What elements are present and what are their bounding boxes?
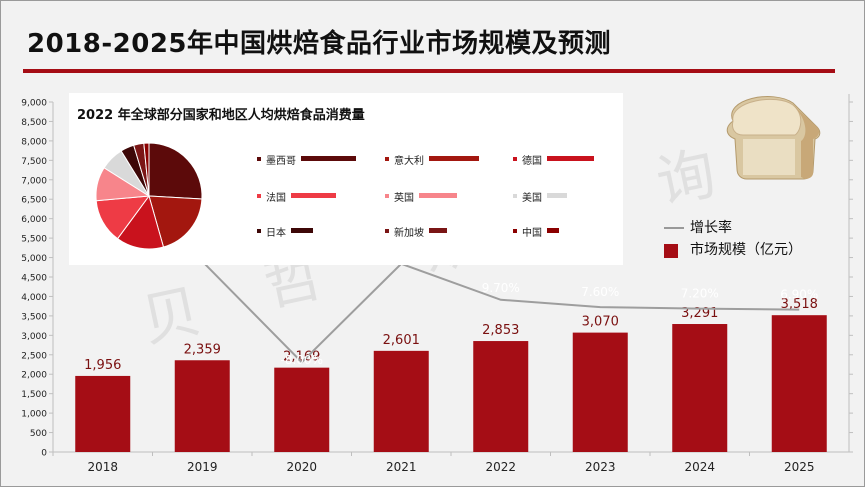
pie-legend-bar [419,193,457,198]
y-tick-label: 6,500 [21,196,47,206]
pie-legend-swatch [513,194,517,198]
pie-legend-bar [547,193,567,198]
y-tick-label: 2,500 [21,351,47,361]
pie-slice-中国 [143,142,150,197]
pie-legend-label: 新加坡 [394,228,424,239]
bar-2018 [75,375,131,452]
pie-legend-swatch [513,229,517,233]
bar-2020 [274,367,330,452]
y-tick-label: 3,000 [21,332,47,342]
pie-legend-label: 意大利 [394,156,424,167]
bar-2021 [373,350,429,452]
y-tick-label: 500 [30,429,47,439]
pie-legend-bar [429,156,479,161]
bar-value-label: 3,291 [681,306,718,321]
y-tick-label: 2,000 [21,371,47,381]
bar-2024 [672,324,728,452]
pie-legend-swatch [257,194,261,198]
pie-legend-swatch [513,157,517,161]
y-tick-label: 7,500 [21,157,47,167]
x-tick-label: 2023 [585,460,616,474]
y-tick-label: 0 [41,449,47,459]
bar-2023 [572,332,628,452]
pie-slice-意大利 [148,195,203,248]
y-tick-label: 7,000 [21,176,47,186]
bar-2019 [174,360,230,452]
pie-legend-swatch [385,194,389,198]
pie-legend-bar [291,228,313,233]
y-tick-label: 6,000 [21,215,47,225]
pie-legend-swatch [385,229,389,233]
y-tick-label: 8,000 [21,137,47,147]
bar-value-label: 2,601 [383,333,420,348]
pie-legend-item: 美国 [513,190,623,204]
x-tick-label: 2020 [286,460,317,474]
title-underline [23,69,835,73]
bread-icon [726,96,821,180]
pie-legend-bar [547,228,559,233]
pie-chart [95,142,203,250]
pie-slice-墨西哥 [148,142,203,200]
legend-swatch-bar [664,244,678,258]
pie-legend-label: 德国 [522,156,542,167]
pie-legend-item: 墨西哥 [257,153,367,167]
y-tick-label: 5,500 [21,235,47,245]
growth-rate-label: 9.70% [482,281,520,295]
y-tick-label: 9,000 [21,99,47,109]
pie-legend-label: 墨西哥 [266,156,296,167]
y-tick-label: 1,500 [21,390,47,400]
pie-legend-item: 意大利 [385,153,495,167]
pie-chart-panel: 2022 年全球部分国家和地区人均烘焙食品消费量 墨西哥 意大利 德国法国 英国 美国日… [69,93,623,265]
bar-value-label: 2,359 [184,342,221,357]
pie-legend-label: 日本 [266,228,286,239]
legend-swatch-line [664,227,684,229]
y-tick-label: 8,500 [21,118,47,128]
pie-legend-bar [301,156,356,161]
bar-value-label: 1,956 [84,358,121,373]
legend-label-market: 市场规模（亿元） [690,242,802,258]
page-title: 2018-2025年中国烘焙食品行业市场规模及预测 [27,29,612,59]
y-tick-label: 5,000 [21,254,47,264]
pie-legend-item: 德国 [513,153,623,167]
pie-legend-item: 中国 [513,225,623,239]
x-tick-label: 2022 [485,460,516,474]
pie-legend-item: 新加坡 [385,225,495,239]
y-tick-label: 1,000 [21,410,47,420]
pie-legend-label: 美国 [522,193,542,204]
pie-legend-item: 英国 [385,190,495,204]
pie-legend-label: 中国 [522,228,542,239]
pie-legend-bar [291,193,336,198]
growth-rate-label: 7.20% [681,287,719,301]
growth-rate-line [201,260,800,364]
bar-value-label: 2,853 [482,323,519,338]
y-tick-label: 4,500 [21,274,47,284]
growth-rate-label: 6.90% [780,288,818,302]
bar-value-label: 3,070 [582,315,619,330]
x-tick-label: 2018 [87,460,118,474]
pie-legend-label: 英国 [394,193,414,204]
pie-legend-swatch [385,157,389,161]
x-tick-label: 2025 [784,460,815,474]
pie-legend-bar [429,228,447,233]
pie-legend-swatch [257,229,261,233]
y-tick-label: 3,500 [21,312,47,322]
x-tick-label: 2019 [187,460,218,474]
legend-label-growth: 增长率 [690,220,732,236]
growth-rate-label: -8.00% [281,353,323,367]
growth-rate-label: 7.60% [581,285,619,299]
bar-2022 [473,341,529,452]
pie-chart-title: 2022 年全球部分国家和地区人均烘焙食品消费量 [77,108,365,123]
bar-value-label: 3,518 [781,297,818,312]
pie-legend-swatch [257,157,261,161]
pie-legend-item: 法国 [257,190,367,204]
bar-2025 [771,315,827,452]
y-tick-label: 4,000 [21,293,47,303]
pie-legend-item: 日本 [257,225,367,239]
pie-legend-bar [547,156,594,161]
pie-legend-label: 法国 [266,193,286,204]
x-tick-label: 2021 [386,460,417,474]
x-tick-label: 2024 [684,460,715,474]
